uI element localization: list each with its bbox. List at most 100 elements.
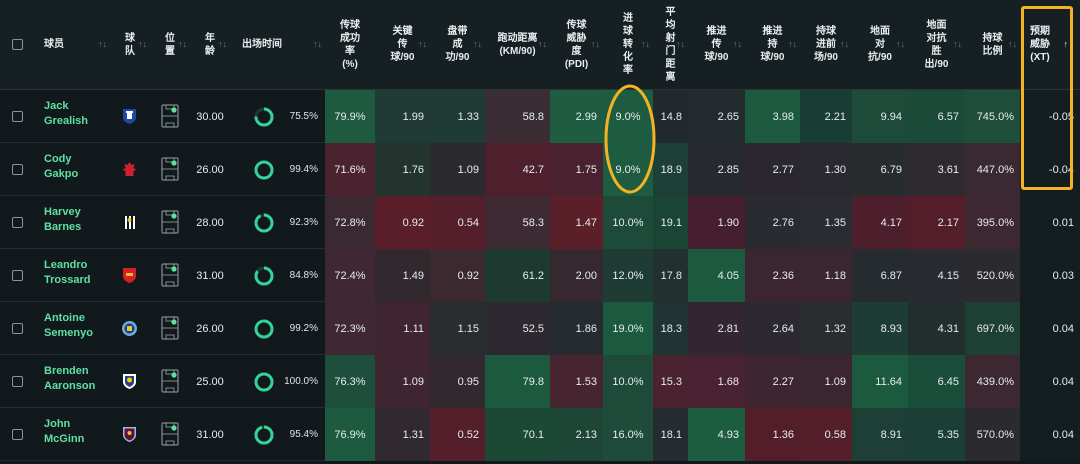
sort-asc-icon[interactable]: ↑: [1063, 39, 1069, 49]
pdi-cell: 1.86: [550, 302, 603, 355]
sort-icon[interactable]: ↑↓: [98, 39, 107, 49]
header-ground-duel[interactable]: 地面 对 抗/90 ↑↓: [868, 26, 905, 63]
xt-cell: 0.01: [1020, 196, 1080, 249]
sort-icon[interactable]: ↑↓: [591, 39, 600, 49]
pass-success-cell: 76.9%: [325, 408, 375, 461]
sort-icon[interactable]: ↑↓: [1008, 39, 1017, 49]
sort-icon[interactable]: ↑↓: [840, 39, 849, 49]
header-dribble[interactable]: 盘带 成 功/90 ↑↓: [445, 26, 482, 63]
position-pitch-icon: [161, 263, 179, 287]
row-checkbox[interactable]: [12, 270, 23, 281]
player-name[interactable]: John McGinn: [44, 418, 85, 445]
row-checkbox[interactable]: [12, 376, 23, 387]
carry-progress-cell: 1.30: [800, 143, 852, 196]
dribble-cell: 0.92: [430, 249, 485, 302]
shot-distance-cell: 19.1: [653, 196, 688, 249]
minutes-pct: 99.4%: [289, 164, 318, 175]
shot-conversion-cell: 10.0%: [603, 355, 653, 408]
header-possession[interactable]: 持球 比例 ↑↓: [982, 32, 1018, 57]
row-checkbox[interactable]: [12, 217, 23, 228]
select-all-checkbox[interactable]: [12, 39, 23, 50]
sort-icon[interactable]: ↑↓: [733, 39, 742, 49]
dribble-cell: 0.54: [430, 196, 485, 249]
sort-icon[interactable]: ↑↓: [538, 39, 547, 49]
header-pdi[interactable]: 传球 威胁 度 (PDI) ↑↓: [564, 19, 600, 70]
sort-icon[interactable]: ↑↓: [953, 39, 962, 49]
key-pass-cell: 0.92: [375, 196, 430, 249]
header-minutes[interactable]: 出场时间 ↑↓: [242, 39, 322, 50]
ground-duel-cell: 9.94: [852, 90, 908, 143]
row-checkbox[interactable]: [12, 164, 23, 175]
ground-won-cell: 3.61: [908, 143, 965, 196]
table-row[interactable]: Harvey Barnes 28.00 92.3% 72.8% 0.92 0.54 58.3…: [0, 196, 1080, 249]
minutes-pct: 84.8%: [289, 270, 318, 281]
header-key-pass[interactable]: 关键 传 球/90 ↑↓: [390, 26, 427, 63]
header-position[interactable]: 位 置 ↑↓: [165, 32, 187, 57]
prog-carry-cell: 2.77: [745, 143, 800, 196]
header-xt[interactable]: 预期 威胁 (XT) ↑: [1030, 26, 1069, 63]
key-pass-cell: 1.49: [375, 249, 430, 302]
pass-success-cell: 72.3%: [325, 302, 375, 355]
shot-conversion-cell: 16.0%: [603, 408, 653, 461]
pdi-cell: 2.99: [550, 90, 603, 143]
table-row[interactable]: Cody Gakpo 26.00 99.4% 71.6% 1.76 1.09 42.7 1.7…: [0, 143, 1080, 196]
sort-icon[interactable]: ↑↓: [138, 39, 147, 49]
minutes-progress-ring: [254, 107, 274, 127]
sort-icon[interactable]: ↑↓: [313, 39, 322, 49]
player-name[interactable]: Brenden Aaronson: [44, 365, 96, 392]
table-row[interactable]: Antoine Semenyo 26.00 99.2% 72.3% 1.11 1.15 52…: [0, 302, 1080, 355]
player-name[interactable]: Cody Gakpo: [44, 153, 79, 180]
table-row[interactable]: Brenden Aaronson 25.00 100.0% 76.3% 1.09 0.95…: [0, 355, 1080, 408]
player-name[interactable]: Leandro Trossard: [44, 259, 91, 286]
dribble-cell: 1.09: [430, 143, 485, 196]
possession-cell: 570.0%: [965, 408, 1020, 461]
table-header: 球员 ↑↓ 球 队 ↑↓ 位 置 ↑↓ 年 龄 ↑↓ 出场时间 ↑↓ 传球 成功…: [0, 0, 1080, 90]
player-name[interactable]: Harvey Barnes: [44, 206, 82, 233]
header-prog-carry[interactable]: 推进 持 球/90 ↑↓: [760, 26, 797, 63]
sort-icon[interactable]: ↑↓: [178, 39, 187, 49]
key-pass-cell: 1.31: [375, 408, 430, 461]
sort-icon[interactable]: ↑↓: [676, 39, 685, 49]
row-checkbox[interactable]: [12, 429, 23, 440]
sort-icon[interactable]: ↑↓: [473, 39, 482, 49]
shot-conversion-cell: 9.0%: [603, 90, 653, 143]
pass-success-cell: 71.6%: [325, 143, 375, 196]
header-shot-conversion[interactable]: 进 球 转 化 率 ↑↓: [623, 13, 650, 76]
sort-icon[interactable]: ↑↓: [896, 39, 905, 49]
table-row[interactable]: Jack Grealish 30.00 75.5% 79.9% 1.99 1.33 58.8…: [0, 90, 1080, 143]
ground-duel-cell: 6.87: [852, 249, 908, 302]
header-player[interactable]: 球员 ↑↓: [44, 39, 107, 50]
player-name[interactable]: Jack Grealish: [44, 100, 89, 127]
minutes-progress-ring: [254, 372, 274, 392]
table-row[interactable]: Leandro Trossard 31.00 84.8% 72.4% 1.49 0.92 6…: [0, 249, 1080, 302]
table-row[interactable]: John McGinn 31.00 95.4% 76.9% 1.31 0.52 70.1 2.…: [0, 408, 1080, 461]
row-checkbox[interactable]: [12, 323, 23, 334]
header-pass-success[interactable]: 传球 成功 率 (%): [340, 19, 360, 70]
possession-cell: 520.0%: [965, 249, 1020, 302]
sort-icon[interactable]: ↑↓: [788, 39, 797, 49]
carry-progress-cell: 1.18: [800, 249, 852, 302]
header-age[interactable]: 年 龄 ↑↓: [205, 32, 227, 57]
sort-icon[interactable]: ↑↓: [641, 39, 650, 49]
ground-won-cell: 5.35: [908, 408, 965, 461]
row-checkbox[interactable]: [12, 111, 23, 122]
header-carry-progress[interactable]: 持球 进前 场/90 ↑↓: [814, 26, 849, 63]
ground-duel-cell: 11.64: [852, 355, 908, 408]
pass-success-cell: 72.4%: [325, 249, 375, 302]
xt-cell: 0.03: [1020, 249, 1080, 302]
header-team[interactable]: 球 队 ↑↓: [125, 32, 147, 57]
possession-cell: 745.0%: [965, 90, 1020, 143]
sort-icon[interactable]: ↑↓: [418, 39, 427, 49]
header-prog-pass[interactable]: 推进 传 球/90 ↑↓: [704, 26, 742, 63]
prog-carry-cell: 2.36: [745, 249, 800, 302]
player-name[interactable]: Antoine Semenyo: [44, 312, 93, 339]
header-shot-distance[interactable]: 平 均 射 门 距 离 ↑↓: [665, 6, 686, 83]
carry-progress-cell: 1.32: [800, 302, 852, 355]
sort-icon[interactable]: ↑↓: [218, 39, 227, 49]
header-distance[interactable]: 跑动距离 (KM/90) ↑↓: [497, 32, 548, 57]
prog-pass-cell: 1.68: [688, 355, 745, 408]
age-cell: 25.00: [196, 375, 224, 388]
minutes-pct: 92.3%: [289, 217, 318, 228]
header-ground-won[interactable]: 地面 对抗 胜 出/90 ↑↓: [924, 19, 962, 70]
